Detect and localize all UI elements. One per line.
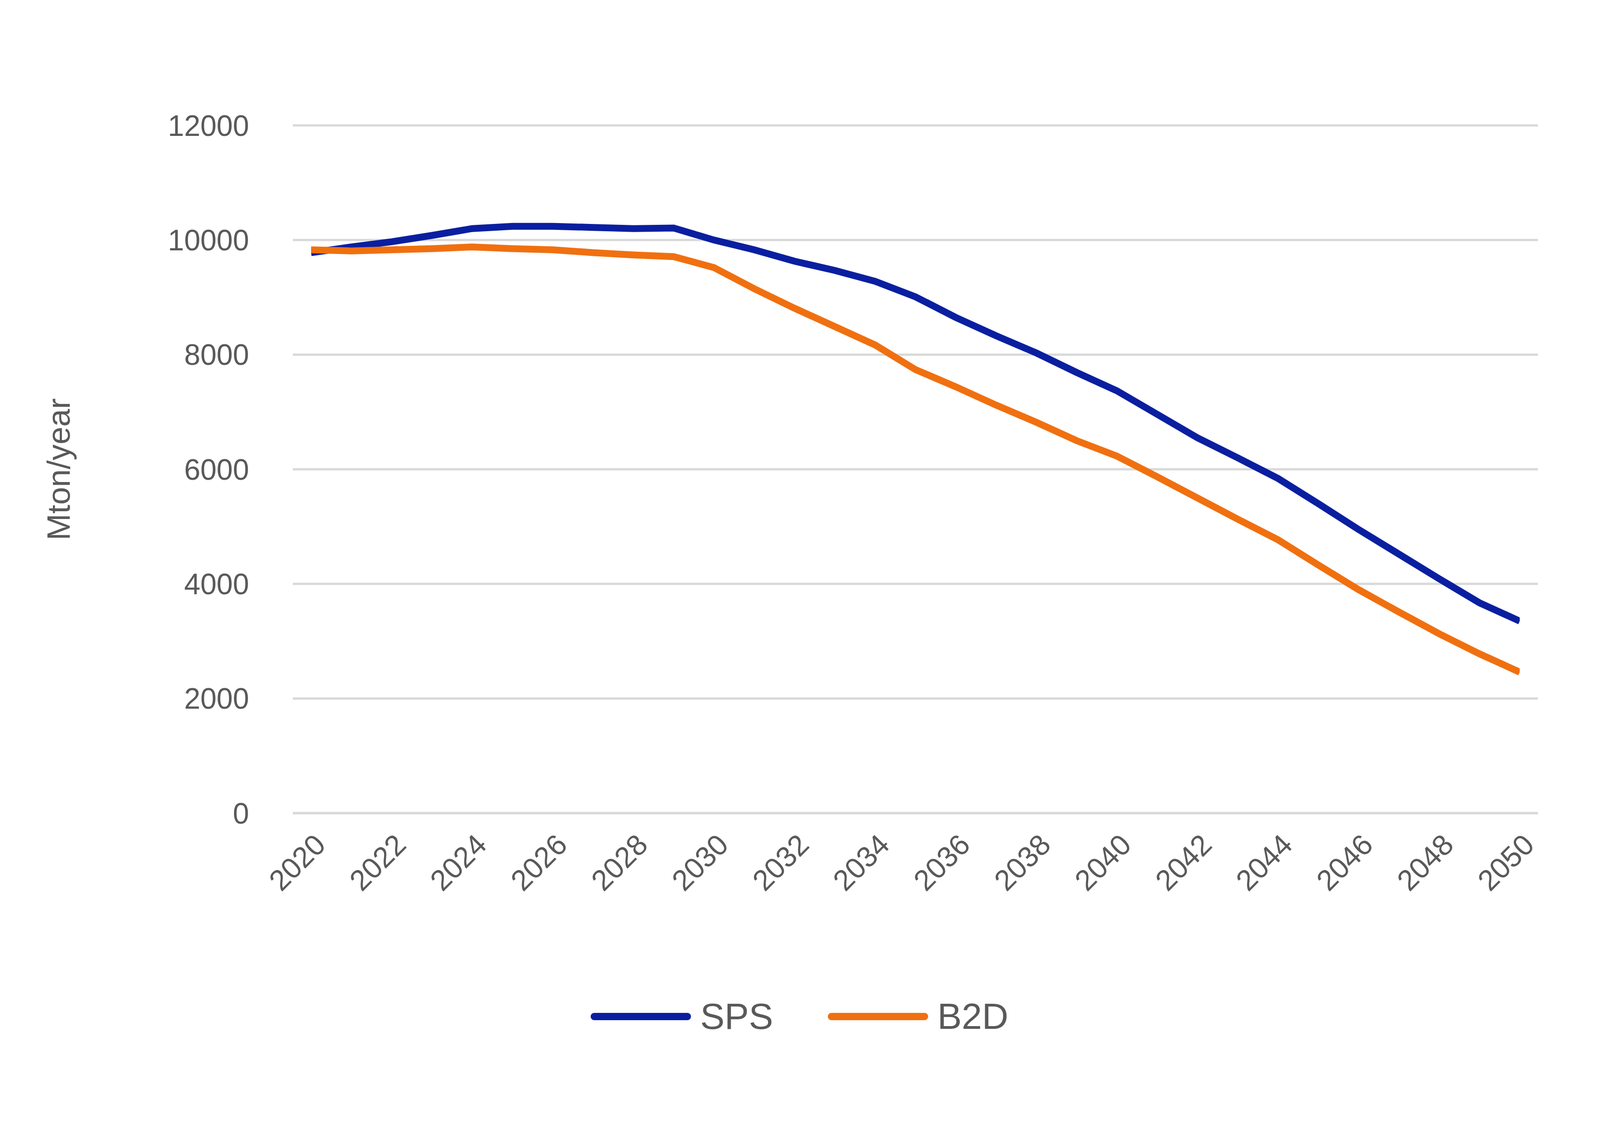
svg-text:2034: 2034 <box>826 827 896 898</box>
svg-text:2042: 2042 <box>1148 827 1219 898</box>
svg-text:8000: 8000 <box>184 338 250 372</box>
svg-text:2022: 2022 <box>342 827 413 898</box>
svg-text:2026: 2026 <box>504 827 574 898</box>
svg-text:2040: 2040 <box>1068 827 1138 898</box>
svg-text:10000: 10000 <box>167 223 250 257</box>
svg-text:2038: 2038 <box>987 827 1058 898</box>
svg-text:2048: 2048 <box>1390 827 1460 898</box>
svg-text:2030: 2030 <box>665 827 735 898</box>
svg-text:Mton/year: Mton/year <box>41 398 77 541</box>
svg-text:2028: 2028 <box>584 827 655 898</box>
svg-text:2020: 2020 <box>262 827 333 898</box>
svg-text:2044: 2044 <box>1229 827 1299 898</box>
svg-text:4000: 4000 <box>184 567 250 601</box>
svg-text:2050: 2050 <box>1471 827 1541 898</box>
svg-text:2024: 2024 <box>423 827 494 898</box>
html-text:B2D: B2D <box>937 996 1009 1037</box>
svg-text:6000: 6000 <box>184 453 250 487</box>
svg-text:2000: 2000 <box>184 682 250 716</box>
svg-text:0: 0 <box>232 797 250 831</box>
html-text:SPS: SPS <box>700 996 774 1037</box>
svg-text:2032: 2032 <box>746 827 816 898</box>
svg-text:2046: 2046 <box>1309 827 1380 898</box>
svg-text:12000: 12000 <box>167 109 250 143</box>
svg-text:2036: 2036 <box>907 827 977 898</box>
